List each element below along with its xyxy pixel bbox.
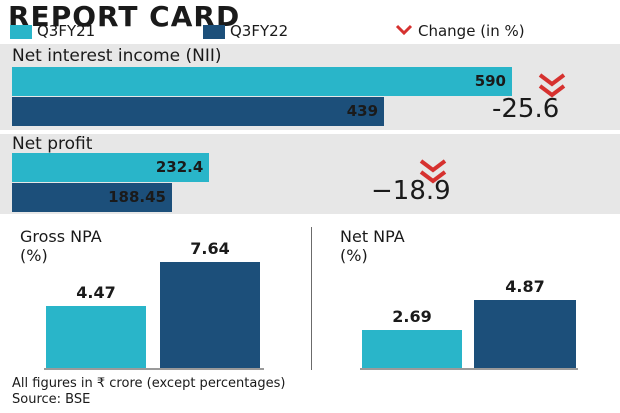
net-npa-value-q3fy21: 2.69 <box>392 307 432 327</box>
net-profit-value-q3fy21: 232.4 <box>155 158 204 176</box>
nii-title: Net interest income (NII) <box>12 46 222 66</box>
net-profit-bar-q3fy21 <box>12 153 210 182</box>
section-divider <box>311 227 312 370</box>
gross-npa-baseline <box>44 368 264 370</box>
gross-npa-bar-q3fy21 <box>46 305 146 368</box>
nii-change-value: -25.6 <box>492 94 560 124</box>
net-profit-title: Net profit <box>12 134 93 154</box>
nii-bar-q3fy21 <box>12 67 512 96</box>
footer-note: All figures in ₹ crore (except percentag… <box>12 376 286 391</box>
net-npa-title: Net NPA <box>340 227 405 246</box>
gross-npa-value-q3fy21: 4.47 <box>76 282 116 302</box>
legend-label-q3fy22: Q3FY22 <box>230 22 289 40</box>
legend-label-change: Change (in %) <box>418 22 525 40</box>
legend-swatch-q3fy22 <box>203 25 225 39</box>
gross-npa-unit: (%) <box>20 246 48 265</box>
chart-title: REPORT CARD <box>8 0 241 33</box>
net-npa-bar-q3fy21 <box>362 330 462 368</box>
net-profit-bar-q3fy22 <box>12 183 172 212</box>
net-npa-value-q3fy22: 4.87 <box>505 277 545 296</box>
legend-label-q3fy21: Q3FY21 <box>37 22 96 40</box>
gross-npa-value-q3fy22: 7.64 <box>190 239 230 258</box>
footer-source: Source: BSE <box>12 392 91 407</box>
net-npa-bar-q3fy22 <box>474 300 576 368</box>
gross-npa-title: Gross NPA <box>20 227 102 246</box>
net-profit-double-chevron-icon <box>419 159 447 184</box>
net-npa-baseline <box>360 368 578 370</box>
gross-npa-bar-q3fy22 <box>160 262 260 368</box>
chevron-down-icon <box>395 24 413 36</box>
nii-double-chevron-icon <box>538 73 566 98</box>
net-profit-change-value: −18.9 <box>371 176 451 206</box>
legend-swatch-q3fy21 <box>10 25 32 39</box>
net-profit-value-q3fy22: 188.45 <box>108 188 166 206</box>
net-npa-unit: (%) <box>340 246 368 265</box>
nii-value-q3fy22: 439 <box>346 102 379 120</box>
nii-bar-q3fy22 <box>12 97 385 126</box>
nii-value-q3fy21: 590 <box>474 72 506 90</box>
